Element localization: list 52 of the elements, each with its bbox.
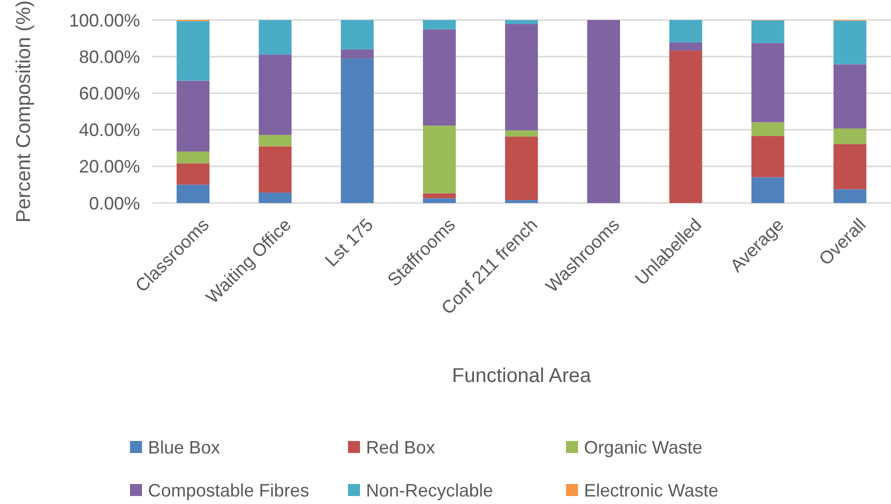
bar [834, 189, 866, 203]
bar [340, 58, 374, 203]
bar [834, 20, 866, 64]
bar [258, 146, 292, 193]
bar [751, 20, 784, 44]
bar [669, 20, 702, 43]
bar [505, 136, 538, 200]
y-tick-label: 40.00% [78, 120, 140, 140]
y-axis-title: Percent Composition (%) [13, 0, 35, 223]
legend-label: Compostable Fibres [148, 480, 310, 500]
x-axis-title: Functional Area [452, 365, 592, 387]
y-tick-label: 60.00% [78, 84, 140, 104]
bar [587, 20, 620, 203]
x-tick-label: Lst 175 [321, 214, 378, 270]
bar [340, 20, 374, 50]
legend-label: Non-Recyclable [366, 480, 494, 500]
bar [258, 192, 292, 203]
legend-label: Blue Box [148, 437, 220, 458]
legend-label: Electronic Waste [584, 480, 718, 500]
bar [751, 43, 784, 122]
legend-label: Red Box [366, 437, 436, 458]
bar [422, 198, 456, 203]
bar [176, 21, 210, 81]
bar [258, 134, 292, 146]
bar [834, 144, 866, 190]
bar [176, 80, 210, 152]
bar [505, 200, 538, 203]
bar [669, 42, 702, 51]
bar [751, 136, 784, 178]
bar [176, 152, 210, 164]
bar [258, 54, 292, 135]
bar [505, 130, 538, 137]
bar [176, 184, 210, 203]
bar [834, 128, 866, 144]
legend-label: Organic Waste [584, 437, 702, 458]
y-tick-label: 0.00% [88, 193, 140, 214]
bar [258, 20, 292, 55]
bar [751, 122, 784, 136]
bar [505, 20, 538, 24]
bar [176, 163, 210, 185]
bar [751, 177, 784, 203]
bar [422, 126, 456, 194]
bar [669, 50, 702, 203]
bar [422, 193, 456, 198]
bar [834, 64, 866, 129]
bar [422, 29, 456, 126]
y-tick-label: 20.00% [78, 156, 140, 177]
y-tick-label: 100.00% [68, 10, 140, 30]
bar [505, 24, 538, 130]
bar [422, 20, 456, 30]
y-tick-label: 80.00% [78, 46, 140, 67]
bar [340, 49, 374, 59]
